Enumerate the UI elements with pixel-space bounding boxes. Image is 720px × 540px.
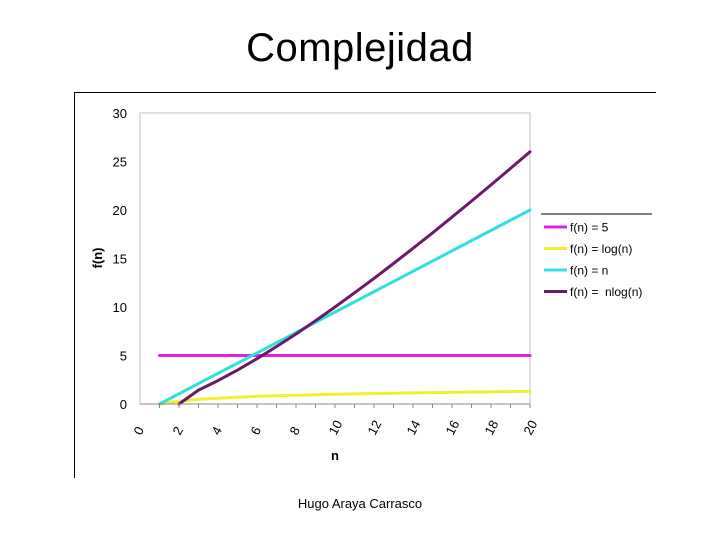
legend-label: f(n) = n — [570, 264, 608, 278]
y-tick-label: 20 — [113, 203, 127, 218]
x-tick-label: 6 — [247, 424, 264, 437]
y-tick-label: 5 — [120, 349, 127, 364]
y-tick-label: 0 — [120, 397, 127, 412]
x-tick-label: 10 — [325, 418, 345, 438]
x-axis: 0 2 4 6 8 10 12 14 16 18 20 — [130, 403, 540, 438]
legend-label: f(n) = nlog(n) — [570, 285, 642, 299]
plot-area — [139, 112, 531, 405]
y-tick-label: 25 — [113, 155, 127, 170]
y-tick-label: 10 — [113, 300, 127, 315]
x-tick-label: 8 — [286, 424, 303, 437]
legend-label: f(n) = 5 — [570, 221, 609, 235]
x-tick-label: 18 — [481, 418, 501, 438]
x-tick-label: 0 — [130, 424, 147, 437]
y-axis-label: f(n) — [90, 248, 105, 269]
x-tick-label: 16 — [442, 418, 462, 438]
chart-frame-top-border — [74, 92, 656, 93]
legend-label: f(n) = log(n) — [570, 242, 632, 256]
series-line-4 — [177, 150, 532, 406]
footer-author: Hugo Araya Carrasco — [297, 496, 423, 511]
series-lines — [158, 150, 532, 406]
y-axis: 0 5 10 15 20 25 30 — [113, 106, 127, 412]
x-tick-label: 14 — [403, 418, 423, 438]
y-tick-label: 30 — [113, 106, 127, 121]
slide-title: Complejidad — [246, 26, 474, 70]
chart-frame-left-border — [74, 93, 75, 478]
x-tick-label: 4 — [208, 424, 225, 437]
y-tick-label: 15 — [113, 252, 127, 267]
series-line-3 — [158, 208, 532, 406]
legend: f(n) = 5 f(n) = log(n) f(n) = n f(n) = nlog… — [541, 213, 652, 299]
x-axis-label: n — [331, 448, 339, 463]
x-tick-label: 2 — [169, 424, 186, 437]
x-tick-label: 20 — [520, 418, 540, 438]
x-tick-label: 12 — [364, 418, 384, 438]
series-line-2 — [158, 389, 532, 406]
